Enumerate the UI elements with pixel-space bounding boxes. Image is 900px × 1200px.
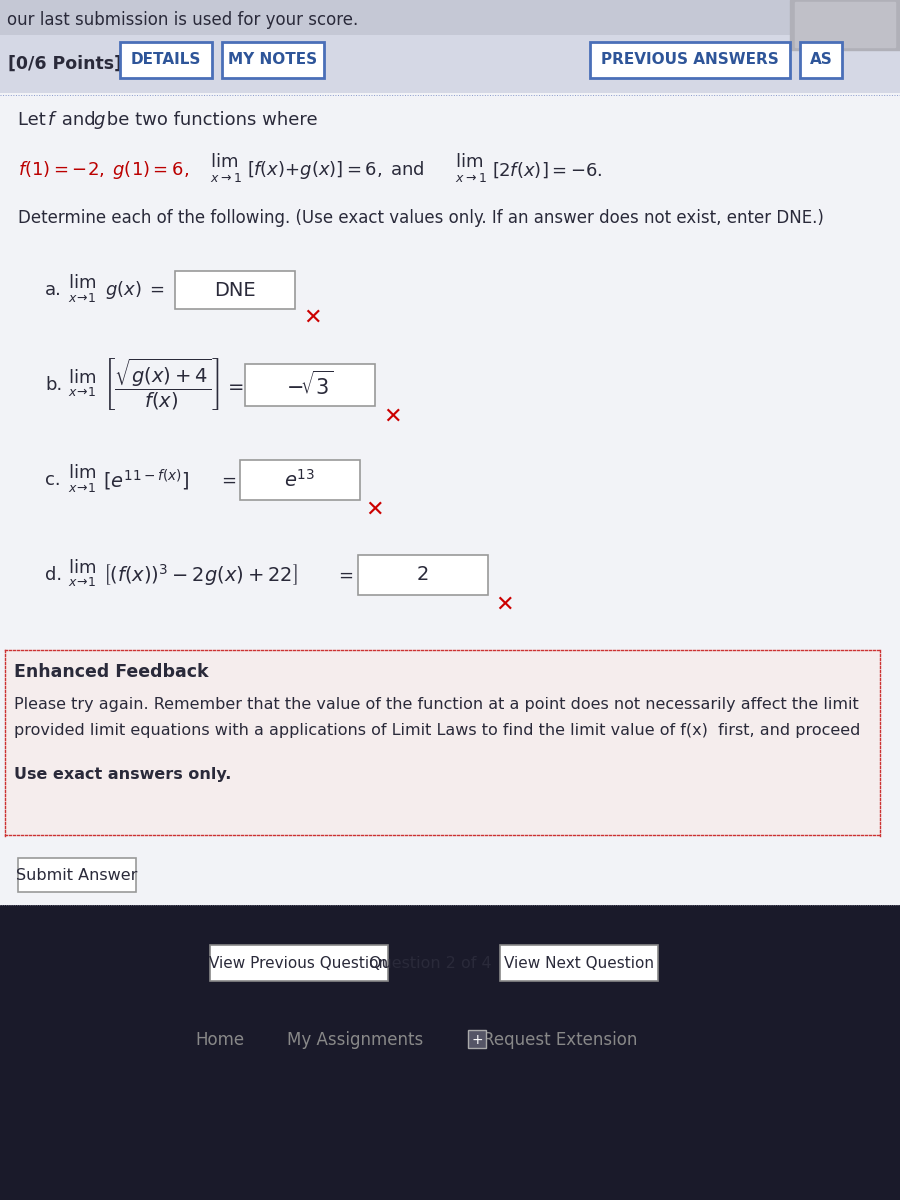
Text: $f(1){=}{-}2,\;g(1){=}6,$: $f(1){=}{-}2,\;g(1){=}6,$ — [18, 158, 189, 181]
Bar — [800, 42, 842, 78]
Text: c.: c. — [45, 470, 60, 490]
Text: $\left[e^{11-f(x)}\right]$: $\left[e^{11-f(x)}\right]$ — [103, 467, 190, 492]
Text: b.: b. — [45, 376, 62, 394]
Text: be two functions where: be two functions where — [101, 110, 318, 128]
Bar — [0, 95, 900, 905]
Text: Use exact answers only.: Use exact answers only. — [14, 768, 231, 782]
Text: provided limit equations with a applications of Limit Laws to find the limit val: provided limit equations with a applicat… — [14, 722, 860, 738]
Text: $\!\left[2f(x)\right]{=}{-}6.$: $\!\left[2f(x)\right]{=}{-}6.$ — [493, 161, 602, 180]
Text: AS: AS — [810, 53, 832, 67]
Text: Enhanced Feedback: Enhanced Feedback — [14, 662, 209, 680]
Bar — [0, 905, 900, 1200]
Bar — [245, 364, 375, 406]
Bar — [175, 271, 295, 308]
Text: $\lim$: $\lim$ — [455, 152, 483, 170]
Bar — [5, 650, 880, 835]
Text: d.: d. — [45, 566, 62, 584]
Text: $\!\left[f(x){+}g(x)\right]{=}6,\;\text{and}$: $\!\left[f(x){+}g(x)\right]{=}6,\;\text{… — [248, 158, 425, 181]
Bar — [0, 0, 900, 35]
Text: Please try again. Remember that the value of the function at a point does not ne: Please try again. Remember that the valu… — [14, 697, 859, 713]
Bar — [500, 946, 658, 982]
Bar — [240, 460, 360, 500]
Text: $x \to 1$: $x \to 1$ — [455, 172, 487, 185]
Text: f: f — [48, 110, 54, 128]
Text: $x \to 1$: $x \to 1$ — [210, 172, 242, 185]
Bar — [0, 35, 900, 905]
Text: $\lim$: $\lim$ — [68, 274, 96, 292]
Text: our last submission is used for your score.: our last submission is used for your sco… — [7, 11, 358, 29]
Text: ✕: ✕ — [496, 595, 514, 614]
Text: $\lim$: $\lim$ — [68, 370, 96, 386]
Text: ✕: ✕ — [383, 407, 402, 427]
Text: Home: Home — [195, 1031, 245, 1049]
Text: $-\!\sqrt{3}$: $-\!\sqrt{3}$ — [286, 371, 334, 400]
Bar — [222, 42, 324, 78]
Text: Question 2 of 4: Question 2 of 4 — [369, 955, 491, 971]
Text: $e^{13}$: $e^{13}$ — [284, 469, 316, 491]
Text: View Previous Question: View Previous Question — [210, 955, 389, 971]
Text: $=$: $=$ — [224, 376, 244, 395]
Bar — [210, 946, 388, 982]
Text: $\left[\dfrac{\sqrt{g(x)+4}}{f(x)}\right]$: $\left[\dfrac{\sqrt{g(x)+4}}{f(x)}\right… — [103, 356, 220, 413]
Text: $x\!\to\!1$: $x\!\to\!1$ — [68, 576, 95, 589]
Text: Let: Let — [18, 110, 51, 128]
Text: $g(x)\;=$: $g(x)\;=$ — [105, 278, 165, 301]
Text: Submit Answer: Submit Answer — [16, 868, 138, 882]
Text: $\lim$: $\lim$ — [68, 464, 96, 482]
Text: and: and — [56, 110, 102, 128]
Bar — [790, 0, 900, 50]
Bar — [0, 35, 900, 92]
Text: Determine each of the following. (Use exact values only. If an answer does not e: Determine each of the following. (Use ex… — [18, 209, 824, 227]
Text: $x\!\to\!1$: $x\!\to\!1$ — [68, 386, 95, 400]
Bar — [358, 554, 488, 595]
Text: My Assignments: My Assignments — [287, 1031, 423, 1049]
Bar — [120, 42, 212, 78]
Text: $\left[(f(x))^3-2g(x)+22\right]$: $\left[(f(x))^3-2g(x)+22\right]$ — [103, 562, 298, 588]
Bar — [468, 1030, 486, 1048]
Text: $=$: $=$ — [335, 566, 354, 584]
Text: g: g — [93, 110, 104, 128]
Text: $x\!\to\!1$: $x\!\to\!1$ — [68, 292, 95, 305]
Text: 2: 2 — [417, 565, 429, 584]
Text: $\lim$: $\lim$ — [68, 559, 96, 577]
Text: $=$: $=$ — [218, 470, 237, 490]
Text: $\lim$: $\lim$ — [210, 152, 238, 170]
Text: +: + — [472, 1033, 482, 1046]
Text: ✕: ✕ — [365, 500, 384, 520]
Text: View Next Question: View Next Question — [504, 955, 654, 971]
Text: Request Extension: Request Extension — [482, 1031, 637, 1049]
Text: DETAILS: DETAILS — [130, 53, 202, 67]
Text: [0/6 Points]: [0/6 Points] — [8, 55, 122, 73]
Text: PREVIOUS ANSWERS: PREVIOUS ANSWERS — [601, 53, 778, 67]
Text: DNE: DNE — [214, 281, 256, 300]
Bar — [18, 858, 136, 892]
Text: a.: a. — [45, 281, 62, 299]
Bar — [795, 2, 895, 47]
Text: MY NOTES: MY NOTES — [229, 53, 318, 67]
Bar — [590, 42, 790, 78]
Text: ✕: ✕ — [302, 308, 321, 328]
Text: $x\!\to\!1$: $x\!\to\!1$ — [68, 481, 95, 494]
